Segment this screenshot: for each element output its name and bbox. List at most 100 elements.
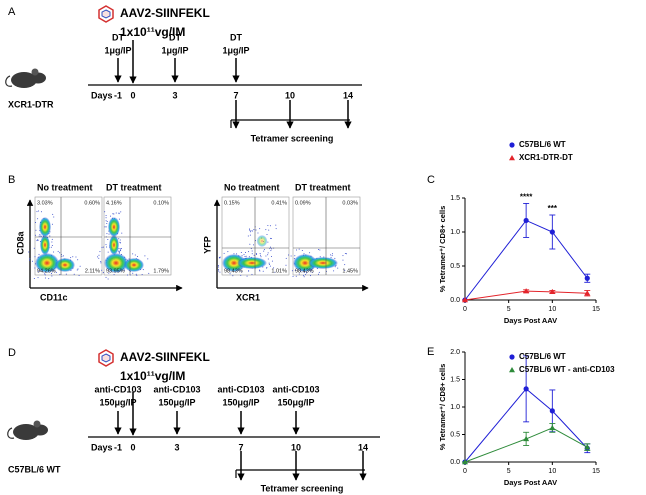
- event-dot: [44, 273, 46, 275]
- day-label: 10: [285, 90, 295, 100]
- event-dot: [223, 252, 225, 254]
- quadrant-percent: 4.16%: [106, 200, 122, 206]
- event-dot: [62, 255, 64, 257]
- event-dot: [105, 226, 107, 228]
- event-dot: [147, 258, 149, 260]
- x-tick-label: 5: [507, 468, 511, 475]
- event-dot: [219, 256, 221, 258]
- treatment-label: DT: [230, 32, 242, 42]
- event-dot: [265, 229, 267, 231]
- event-dot: [259, 254, 261, 256]
- event-dot: [270, 238, 272, 240]
- event-dot: [218, 257, 220, 259]
- event-dot: [253, 254, 255, 256]
- event-dot: [77, 259, 79, 261]
- event-dot: [251, 253, 253, 255]
- mouse-icon: [7, 420, 48, 440]
- days-label: Days: [91, 442, 113, 452]
- y-tick-label: 1.5: [450, 376, 460, 383]
- y-tick-label: 0.0: [450, 297, 460, 304]
- quadrant-percent: 0.03%: [342, 200, 358, 206]
- day-label: 7: [238, 442, 243, 452]
- event-dot: [259, 270, 261, 272]
- quadrant-percent: 0.41%: [271, 200, 287, 206]
- event-dot: [217, 265, 219, 267]
- event-dot: [302, 274, 304, 276]
- data-point: [523, 386, 529, 392]
- event-dot: [108, 272, 110, 274]
- event-dot: [53, 216, 55, 218]
- event-dot: [117, 250, 119, 252]
- event-dot: [50, 246, 52, 248]
- event-dot: [57, 250, 59, 252]
- data-point: [584, 275, 590, 281]
- event-dot: [290, 255, 292, 257]
- event-dot: [121, 232, 123, 234]
- event-dot: [236, 253, 238, 255]
- event-dot: [112, 213, 114, 215]
- event-dot: [267, 224, 269, 226]
- event-dot: [118, 248, 120, 250]
- event-dot: [120, 247, 122, 249]
- event-dot: [333, 270, 335, 272]
- density: [35, 253, 59, 273]
- x-tick-label: 0: [463, 468, 467, 475]
- aav-icon: [98, 5, 114, 23]
- event-dot: [269, 248, 271, 250]
- series-line: [464, 427, 588, 463]
- event-dot: [269, 265, 271, 267]
- event-dot: [53, 251, 55, 253]
- event-dot: [119, 241, 121, 243]
- series-line: [464, 388, 588, 463]
- event-dot: [252, 244, 254, 246]
- x-tick-label: 10: [548, 468, 556, 475]
- event-dot: [107, 278, 109, 280]
- day-label: 0: [130, 90, 135, 100]
- data-point: [584, 444, 591, 450]
- event-dot: [248, 256, 250, 258]
- data-point: [523, 288, 530, 294]
- y-tick-label: 0.5: [450, 263, 460, 270]
- event-dot: [59, 252, 61, 254]
- quadrant-percent: 93.95%: [106, 268, 125, 274]
- event-dot: [245, 251, 247, 253]
- event-dot: [271, 248, 273, 250]
- event-dot: [249, 231, 251, 233]
- event-dot: [218, 269, 220, 271]
- days-label: Days: [91, 90, 113, 100]
- event-dot: [127, 274, 129, 276]
- treatment-label: 150μg/IP: [277, 397, 314, 407]
- event-dot: [317, 248, 319, 250]
- legend-marker: [509, 354, 515, 360]
- event-dot: [134, 254, 136, 256]
- event-dot: [113, 213, 115, 215]
- event-dot: [107, 239, 109, 240]
- event-dot: [73, 273, 75, 275]
- x-tick-label: 10: [548, 306, 556, 313]
- quadrant-percent: 0.15%: [224, 200, 240, 206]
- day-label: -1: [114, 442, 122, 452]
- event-dot: [36, 240, 38, 242]
- y-tick-label: 1.0: [450, 404, 460, 411]
- event-dot: [44, 274, 46, 276]
- event-dot: [257, 232, 259, 234]
- event-dot: [295, 275, 297, 277]
- y-axis-label: YFP: [202, 236, 212, 254]
- density: [256, 235, 268, 247]
- event-dot: [251, 230, 253, 232]
- event-dot: [217, 266, 219, 268]
- event-dot: [119, 251, 121, 253]
- treatment-label: 150μg/IP: [158, 397, 195, 407]
- density: [104, 253, 128, 273]
- event-dot: [248, 270, 250, 272]
- event-dot: [342, 259, 344, 261]
- mouse-icon: [5, 68, 46, 88]
- event-dot: [331, 255, 333, 257]
- treatment-label: 1μg/IP: [104, 45, 131, 55]
- event-dot: [305, 274, 307, 276]
- event-dot: [105, 215, 107, 217]
- event-dot: [75, 256, 77, 258]
- treatment-label: 150μg/IP: [99, 397, 136, 407]
- event-dot: [240, 270, 242, 272]
